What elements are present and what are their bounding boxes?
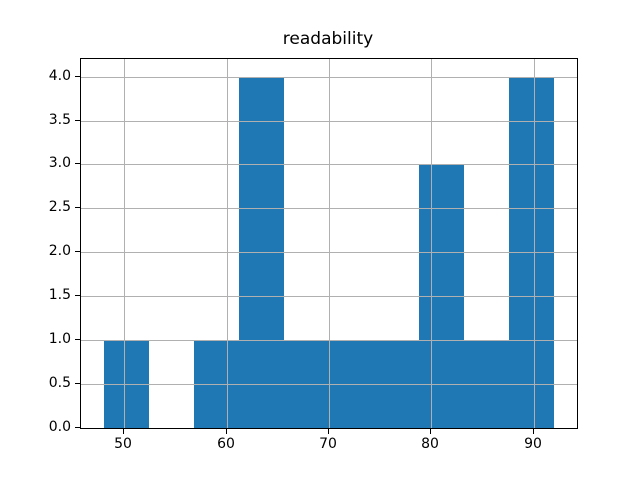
x-gridline — [534, 59, 535, 428]
y-tick-mark — [75, 339, 80, 340]
y-tick-mark — [75, 207, 80, 208]
plot-area — [80, 58, 578, 429]
y-tick-mark — [75, 427, 80, 428]
x-tick-label: 80 — [421, 436, 439, 452]
y-tick-label: 3.0 — [48, 155, 71, 171]
y-tick-label: 2.0 — [48, 243, 71, 259]
y-gridline — [81, 208, 577, 209]
x-tick-mark — [328, 429, 329, 434]
x-gridline — [124, 59, 125, 428]
y-tick-label: 0.0 — [48, 419, 71, 435]
y-tick-mark — [75, 383, 80, 384]
x-tick-mark — [226, 429, 227, 434]
x-tick-label: 50 — [114, 436, 132, 452]
y-gridline — [81, 77, 577, 78]
y-tick-mark — [75, 251, 80, 252]
y-tick-mark — [75, 76, 80, 77]
y-tick-label: 3.5 — [48, 112, 71, 128]
y-tick-mark — [75, 120, 80, 121]
x-gridline — [431, 59, 432, 428]
x-tick-label: 70 — [319, 436, 337, 452]
y-gridline — [81, 121, 577, 122]
x-tick-mark — [123, 429, 124, 434]
y-tick-label: 0.5 — [48, 375, 71, 391]
y-tick-label: 1.0 — [48, 331, 71, 347]
chart-title: readability — [282, 29, 374, 49]
x-tick-mark — [533, 429, 534, 434]
y-tick-label: 1.5 — [48, 287, 71, 303]
x-gridline — [329, 59, 330, 428]
y-gridline — [81, 340, 577, 341]
y-tick-mark — [75, 163, 80, 164]
y-tick-label: 2.5 — [48, 199, 71, 215]
x-tick-label: 90 — [524, 436, 542, 452]
y-gridline — [81, 252, 577, 253]
y-gridline — [81, 296, 577, 297]
x-tick-mark — [430, 429, 431, 434]
x-tick-label: 60 — [217, 436, 235, 452]
y-gridline — [81, 384, 577, 385]
y-gridline — [81, 164, 577, 165]
y-tick-label: 4.0 — [48, 68, 71, 84]
y-tick-mark — [75, 295, 80, 296]
x-gridline — [227, 59, 228, 428]
